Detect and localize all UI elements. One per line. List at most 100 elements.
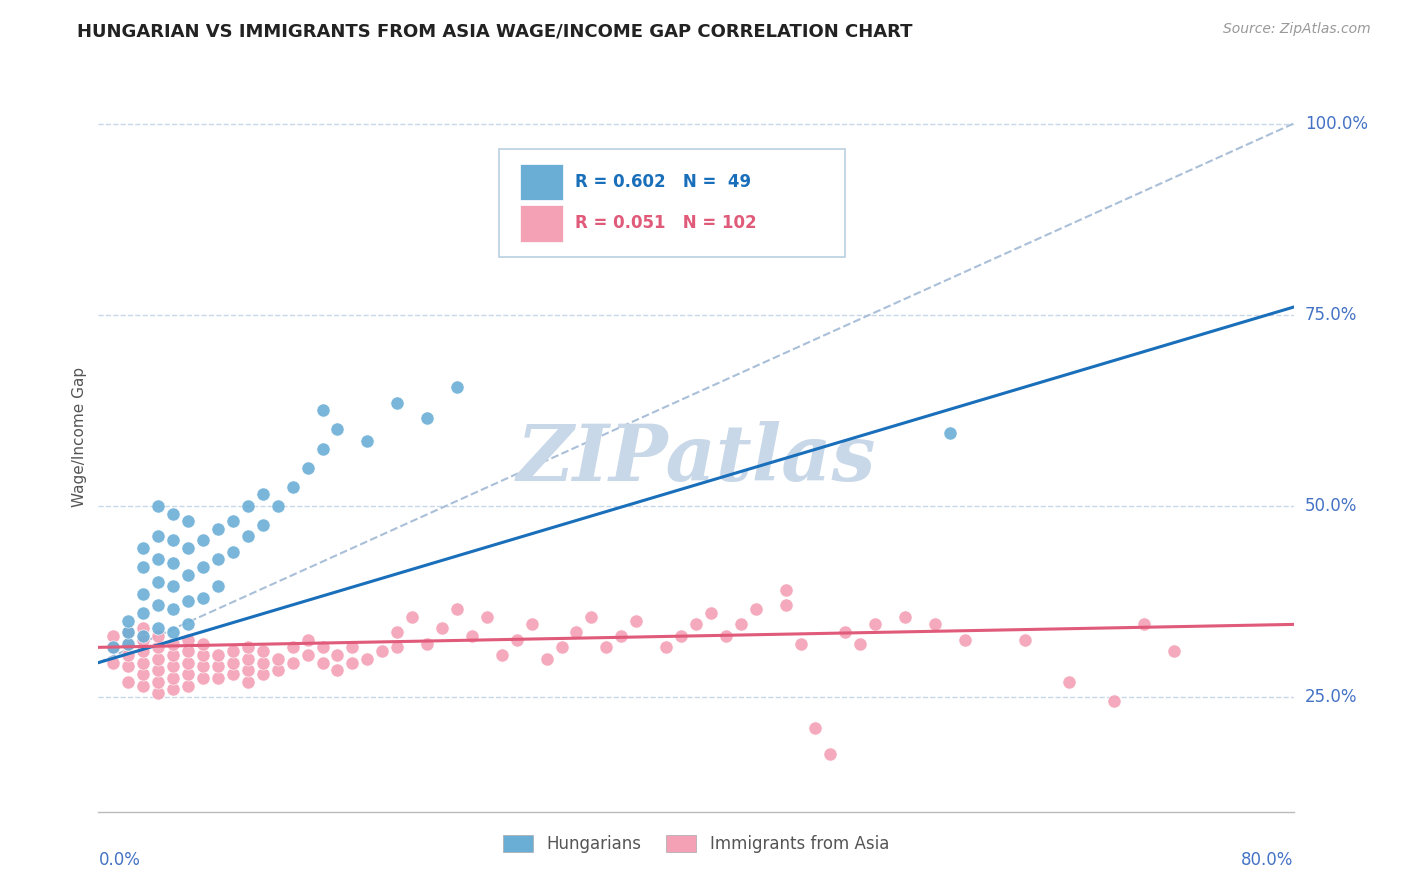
Point (610, 629, 633, 643)
Point (924, 617, 946, 632)
Point (177, 567, 200, 582)
Text: HUNGARIAN VS IMMIGRANTS FROM ASIA WAGE/INCOME GAP CORRELATION CHART: HUNGARIAN VS IMMIGRANTS FROM ASIA WAGE/I… (77, 22, 912, 40)
Point (148, 640, 170, 655)
Point (132, 629, 155, 643)
Point (626, 614, 648, 628)
Point (252, 644, 274, 658)
Point (148, 621, 170, 635)
Point (177, 632, 200, 647)
Point (520, 617, 543, 632)
Point (207, 671, 229, 685)
Point (103, 656, 125, 670)
Point (162, 682, 184, 697)
Point (177, 679, 200, 693)
Point (865, 617, 887, 632)
Point (356, 652, 378, 666)
Point (416, 411, 439, 425)
Point (730, 617, 752, 632)
Point (536, 652, 558, 666)
Point (939, 426, 962, 441)
Point (1014, 632, 1036, 647)
Point (281, 640, 304, 655)
Point (550, 640, 572, 655)
Point (475, 609, 498, 624)
Point (177, 514, 200, 528)
Point (148, 686, 170, 700)
Point (311, 640, 333, 655)
Point (191, 636, 214, 650)
Point (191, 591, 214, 605)
Point (162, 602, 184, 616)
Point (252, 667, 274, 681)
Point (894, 609, 917, 624)
Point (191, 671, 214, 685)
Point (162, 507, 184, 521)
Point (177, 617, 200, 632)
Point (162, 636, 184, 650)
Point (385, 640, 409, 655)
Point (132, 644, 155, 658)
Point (148, 499, 170, 513)
Point (775, 599, 797, 613)
Point (714, 629, 737, 643)
FancyBboxPatch shape (499, 149, 845, 257)
Text: 0.0%: 0.0% (98, 851, 141, 869)
Point (804, 721, 827, 735)
Point (385, 625, 409, 640)
Point (222, 667, 245, 681)
Point (236, 640, 259, 655)
Point (148, 529, 170, 543)
Point (371, 644, 394, 658)
FancyBboxPatch shape (520, 205, 564, 242)
Point (148, 652, 170, 666)
Point (132, 606, 155, 620)
Point (297, 648, 319, 662)
Point (685, 617, 707, 632)
Point (222, 514, 245, 528)
Point (745, 602, 768, 616)
Point (326, 663, 349, 677)
Point (1059, 674, 1081, 689)
Point (252, 487, 274, 501)
Point (162, 671, 184, 685)
Point (789, 636, 811, 650)
Point (117, 625, 139, 640)
Point (1163, 644, 1185, 658)
Point (117, 674, 139, 689)
Point (461, 629, 484, 643)
Point (446, 380, 468, 394)
Text: ZIPatlas: ZIPatlas (516, 421, 876, 498)
Point (103, 629, 125, 643)
Point (132, 621, 155, 635)
Point (401, 609, 423, 624)
Point (132, 656, 155, 670)
Point (103, 640, 125, 655)
Point (834, 625, 856, 640)
Point (148, 629, 170, 643)
Point (177, 541, 200, 555)
Point (700, 606, 723, 620)
Point (326, 422, 349, 436)
Point (191, 560, 214, 574)
Point (267, 663, 290, 677)
Point (281, 480, 304, 494)
Point (236, 663, 259, 677)
Point (326, 648, 349, 662)
Point (356, 434, 378, 448)
Point (177, 656, 200, 670)
Point (491, 648, 513, 662)
Point (117, 625, 139, 640)
Point (207, 648, 229, 662)
Text: 80.0%: 80.0% (1241, 851, 1294, 869)
Point (849, 636, 872, 650)
Point (222, 545, 245, 559)
Point (132, 632, 155, 647)
Point (162, 648, 184, 662)
Point (446, 602, 468, 616)
Point (177, 667, 200, 681)
Point (236, 499, 259, 513)
Point (252, 518, 274, 533)
Legend: Hungarians, Immigrants from Asia: Hungarians, Immigrants from Asia (496, 828, 896, 860)
Point (385, 395, 409, 409)
Point (177, 594, 200, 608)
